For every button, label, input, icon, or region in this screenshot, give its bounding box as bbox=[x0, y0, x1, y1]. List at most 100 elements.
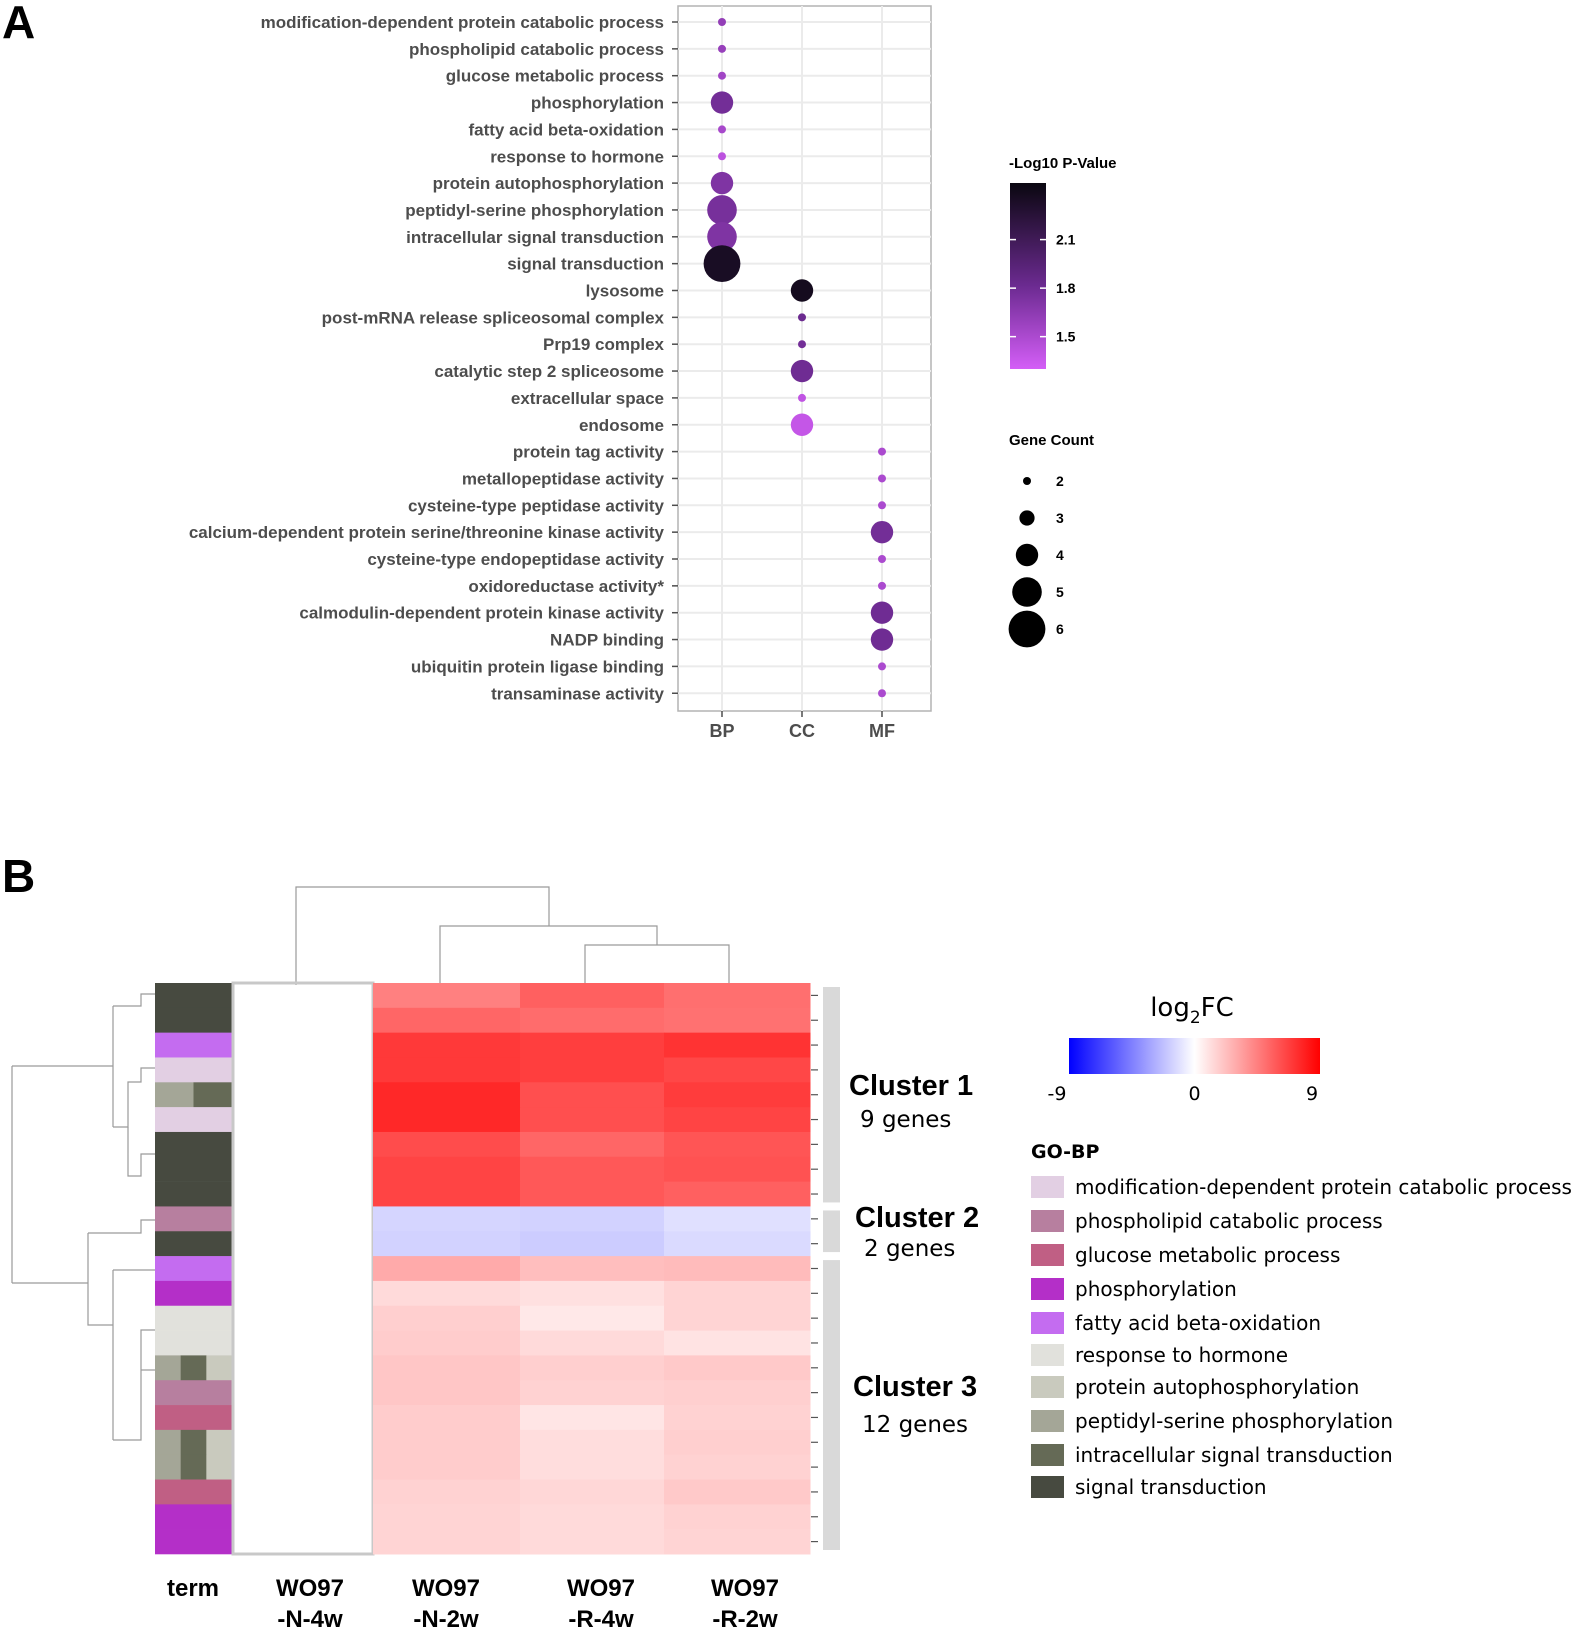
term-annotation-cell bbox=[206, 1355, 233, 1381]
go-bp-swatch bbox=[1031, 1376, 1064, 1398]
term-axis-labels: modification-dependent protein catabolic… bbox=[189, 13, 665, 703]
term-label: phospholipid catabolic process bbox=[409, 40, 664, 59]
gene-count-legend-label: 6 bbox=[1056, 621, 1064, 637]
term-annotation-cell bbox=[180, 1355, 207, 1381]
panel-b-label: B bbox=[2, 850, 35, 902]
bubble-point bbox=[878, 689, 886, 698]
x-label-MF: MF bbox=[869, 721, 895, 741]
row-dendro-c2 bbox=[88, 1219, 155, 1234]
bubble-point bbox=[798, 393, 806, 402]
term-label: calmodulin-dependent protein kinase acti… bbox=[299, 604, 664, 623]
pvalue-tick-label: 1.8 bbox=[1056, 280, 1076, 296]
term-annotation-cell bbox=[155, 1429, 181, 1455]
go-bp-swatch bbox=[1031, 1344, 1064, 1366]
term-label: metallopeptidase activity bbox=[462, 469, 665, 488]
heatmap-cell bbox=[373, 1007, 521, 1034]
bubble-point bbox=[707, 222, 737, 252]
term-label: signal transduction bbox=[507, 255, 664, 274]
heatmap-cell bbox=[373, 1206, 521, 1232]
column-label-line1: WO97 bbox=[567, 1575, 635, 1602]
term-annotation-cell bbox=[180, 1454, 207, 1480]
bubble-point bbox=[707, 195, 737, 225]
term-label: transaminase activity bbox=[491, 684, 664, 703]
term-annotation-cell bbox=[155, 1131, 233, 1158]
term-annotation-cell bbox=[180, 1429, 207, 1455]
gene-count-legend-dot bbox=[1015, 543, 1039, 567]
cluster-title: Cluster 3 bbox=[853, 1371, 977, 1403]
heatmap-cell bbox=[664, 983, 811, 1009]
term-label: protein autophosphorylation bbox=[433, 174, 664, 193]
go-bp-swatch bbox=[1031, 1210, 1064, 1232]
heatmap-cell bbox=[664, 1380, 811, 1406]
bubble-point bbox=[798, 313, 806, 322]
heatmap-cell bbox=[520, 1280, 665, 1307]
term-annotation-cell bbox=[155, 1380, 233, 1406]
heatmap-cell bbox=[664, 1007, 811, 1034]
cluster-title: Cluster 2 bbox=[855, 1202, 979, 1234]
term-label: phosphorylation bbox=[531, 94, 664, 113]
pvalue-legend-ticks: 2.1 1.8 1.5 bbox=[1010, 232, 1076, 345]
term-annotation-cell bbox=[155, 1305, 233, 1331]
go-bp-label: phosphorylation bbox=[1075, 1277, 1237, 1301]
heatmap-cell bbox=[664, 1479, 811, 1505]
heatmap-cell bbox=[520, 1405, 665, 1431]
heatmap-cell bbox=[373, 1082, 521, 1108]
term-label: fatty acid beta-oxidation bbox=[468, 120, 664, 139]
log2fc-title-main: log bbox=[1150, 993, 1190, 1023]
heatmap-cell bbox=[664, 1082, 811, 1108]
heatmap-cell bbox=[520, 1330, 665, 1356]
log2fc-color-legend: log2FC -9 0 9 bbox=[1048, 993, 1320, 1105]
go-bp-label: fatty acid beta-oxidation bbox=[1075, 1311, 1321, 1335]
term-annotation-column bbox=[155, 983, 233, 1555]
heatmap-cell bbox=[373, 1231, 521, 1257]
gene-count-legend-dot bbox=[1019, 510, 1035, 526]
bubble-point bbox=[710, 171, 734, 195]
row-dendro-c1-mid bbox=[113, 1067, 155, 1128]
term-annotation-cell bbox=[155, 1007, 233, 1033]
heatmap-cell bbox=[373, 1305, 521, 1332]
heatmap-cell bbox=[520, 1007, 665, 1034]
gene-count-legend-label: 4 bbox=[1056, 547, 1064, 563]
log2fc-heatmap: Cluster 1 9 genes Cluster 22 genes Cluster … bbox=[11, 886, 979, 1633]
term-label: intracellular signal transduction bbox=[406, 228, 664, 247]
term-annotation-cell bbox=[155, 1082, 194, 1108]
heatmap-cell bbox=[520, 1032, 665, 1058]
bubble-point bbox=[870, 628, 894, 651]
log2fc-legend-title: log2FC bbox=[1150, 993, 1234, 1028]
heatmap-cell bbox=[664, 1057, 811, 1083]
term-label: protein tag activity bbox=[513, 443, 665, 462]
heatmap-cell bbox=[520, 1479, 665, 1505]
cluster-title: Cluster 1 bbox=[849, 1070, 973, 1102]
bubble-point bbox=[718, 152, 726, 161]
col-dendro-low-link bbox=[584, 944, 730, 985]
heatmap-cell bbox=[373, 1504, 521, 1530]
heatmap-cell bbox=[664, 1107, 811, 1133]
heatmap-cell bbox=[664, 1405, 811, 1431]
heatmap-cell bbox=[520, 1454, 665, 1481]
pvalue-color-bar bbox=[1010, 183, 1046, 369]
term-annotation-cell bbox=[155, 1206, 233, 1232]
go-bp-label: response to hormone bbox=[1075, 1343, 1288, 1367]
go-bp-label: glucose metabolic process bbox=[1075, 1243, 1340, 1267]
go-bp-swatch bbox=[1031, 1410, 1064, 1432]
heatmap-cell bbox=[373, 1256, 521, 1282]
log2fc-legend-ticks: -9 0 9 bbox=[1048, 1083, 1319, 1105]
cluster-brackets bbox=[823, 987, 840, 1550]
heatmap-cell bbox=[520, 1131, 665, 1158]
cluster-bracket bbox=[823, 1260, 840, 1550]
bubble-point bbox=[878, 662, 886, 671]
go-bp-swatch bbox=[1031, 1444, 1064, 1466]
bubble-point bbox=[710, 91, 734, 114]
term-annotation-cell bbox=[155, 1405, 233, 1431]
cluster-bracket bbox=[823, 1210, 840, 1253]
column-label-line2: -R-4w bbox=[568, 1606, 634, 1633]
heatmap-cell bbox=[373, 1181, 521, 1207]
term-label: post-mRNA release spliceosomal complex bbox=[322, 308, 665, 327]
column-label-line2: -R-2w bbox=[712, 1606, 778, 1633]
heatmap-cell bbox=[520, 1231, 665, 1257]
go-bp-swatch bbox=[1031, 1476, 1064, 1498]
pvalue-legend-title: -Log10 P-Value bbox=[1009, 155, 1117, 172]
heatmap-cell bbox=[664, 1305, 811, 1332]
gene-count-legend-title: Gene Count bbox=[1009, 432, 1094, 449]
heatmap-cell bbox=[520, 1181, 665, 1207]
